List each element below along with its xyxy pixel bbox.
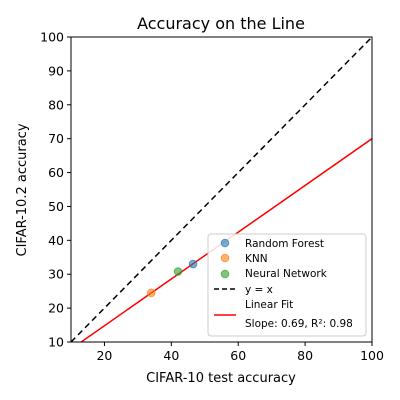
legend-label-fit-title: Linear Fit: [245, 299, 293, 311]
y-tick-label: 100: [40, 30, 64, 45]
legend: Random Forest KNN Neural Network y = x L…: [207, 233, 367, 337]
legend-label-neural-network: Neural Network: [245, 268, 328, 280]
y-tick-label: 10: [48, 335, 64, 350]
x-tick-label: 20: [96, 348, 112, 363]
x-axis: 20 40 60 80 100: [96, 342, 384, 363]
legend-marker-neural-network: [220, 269, 230, 279]
y-tick-label: 80: [48, 97, 64, 112]
x-tick-label: 100: [360, 348, 384, 363]
y-tick-label: 60: [48, 165, 64, 180]
y-tick-label: 90: [48, 63, 64, 78]
legend-marker-random-forest: [220, 238, 230, 248]
legend-marker-knn: [220, 253, 230, 263]
legend-label-knn: KNN: [245, 253, 268, 265]
y-axis: 10 20 30 40 50 60 70 80 90 100: [40, 30, 71, 350]
plot-frame: [70, 36, 373, 343]
x-tick-label: 40: [163, 348, 179, 363]
legend-label-reference: y = x: [245, 284, 273, 296]
reference-line: [71, 37, 372, 342]
y-axis-label: CIFAR-10.2 accuracy: [15, 123, 30, 256]
x-tick-label: 60: [230, 348, 246, 363]
x-tick-label: 80: [297, 348, 313, 363]
y-tick-label: 70: [48, 131, 64, 146]
legend-label-fit-stats: Slope: 0.69, R²: 0.98: [245, 318, 353, 330]
data-point-random-forest: [188, 259, 198, 269]
data-point-knn: [146, 288, 156, 298]
legend-frame: [207, 233, 367, 337]
y-tick-label: 50: [48, 199, 64, 214]
data-point-neural-network: [173, 267, 183, 276]
y-tick-label: 40: [48, 233, 64, 248]
chart-title: Accuracy on the Line: [137, 14, 305, 33]
y-tick-label: 20: [48, 301, 64, 316]
y-tick-label: 30: [48, 267, 64, 282]
x-axis-label: CIFAR-10 test accuracy: [146, 371, 296, 386]
legend-label-random-forest: Random Forest: [245, 238, 324, 250]
